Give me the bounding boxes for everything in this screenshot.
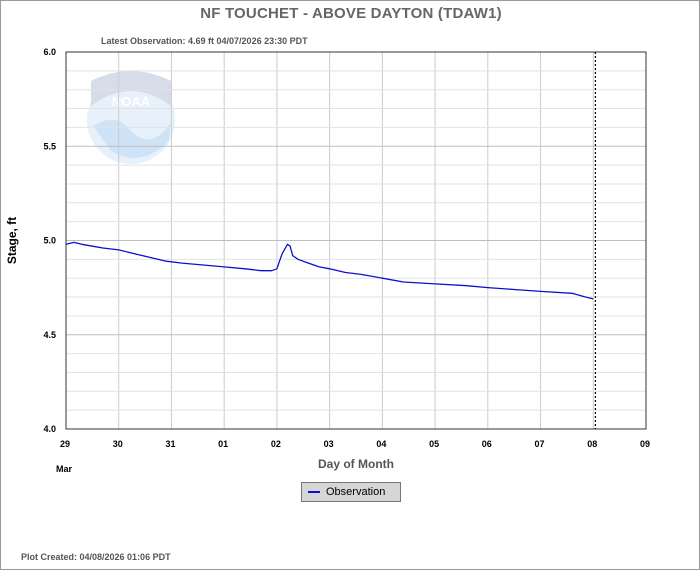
x-tick-label: 03 xyxy=(324,439,334,449)
x-tick-label: 06 xyxy=(482,439,492,449)
legend: Observation xyxy=(301,482,401,502)
x-tick-label: 02 xyxy=(271,439,281,449)
x-tick-label: 04 xyxy=(376,439,386,449)
y-tick-label: 5.0 xyxy=(43,236,56,246)
x-tick-label: 07 xyxy=(535,439,545,449)
x-tick-label: 01 xyxy=(218,439,228,449)
y-tick-label: 6.0 xyxy=(43,47,56,57)
y-tick-label: 5.5 xyxy=(43,141,56,151)
noaa-logo-sky xyxy=(91,71,171,106)
x-tick-label: 05 xyxy=(429,439,439,449)
x-tick-label: 29 xyxy=(60,439,70,449)
x-tick-label: 30 xyxy=(113,439,123,449)
series-line-observation xyxy=(65,241,594,300)
plot-area xyxy=(65,51,647,430)
series-layer xyxy=(65,241,594,300)
x-tick-label: 31 xyxy=(165,439,175,449)
noaa-logo-icon: NOAA xyxy=(87,71,175,164)
chart-title: NF TOUCHET - ABOVE DAYTON (TDAW1) xyxy=(200,5,502,22)
y-tick-label: 4.0 xyxy=(43,424,56,434)
legend-swatch-observation xyxy=(308,491,320,493)
y-axis-ticks: 4.0 4.5 5.0 5.5 6.0 xyxy=(43,47,56,434)
noaa-logo-text: NOAA xyxy=(112,94,151,109)
x-month-label: Mar xyxy=(56,464,73,474)
x-tick-label: 08 xyxy=(587,439,597,449)
y-axis-label: Stage, ft xyxy=(5,217,19,264)
x-axis-ticks: 29 30 31 01 02 03 04 05 06 07 08 09 xyxy=(60,439,650,449)
plot-created: Plot Created: 04/08/2026 01:06 PDT xyxy=(21,552,171,562)
latest-observation: Latest Observation: 4.69 ft 04/07/2026 2… xyxy=(101,36,308,46)
x-axis-label: Day of Month xyxy=(318,457,394,471)
grid xyxy=(65,51,647,430)
y-tick-label: 4.5 xyxy=(43,330,56,340)
noaa-logo-wave xyxy=(93,119,171,159)
legend-label-observation: Observation xyxy=(326,486,386,498)
x-tick-label: 09 xyxy=(640,439,650,449)
